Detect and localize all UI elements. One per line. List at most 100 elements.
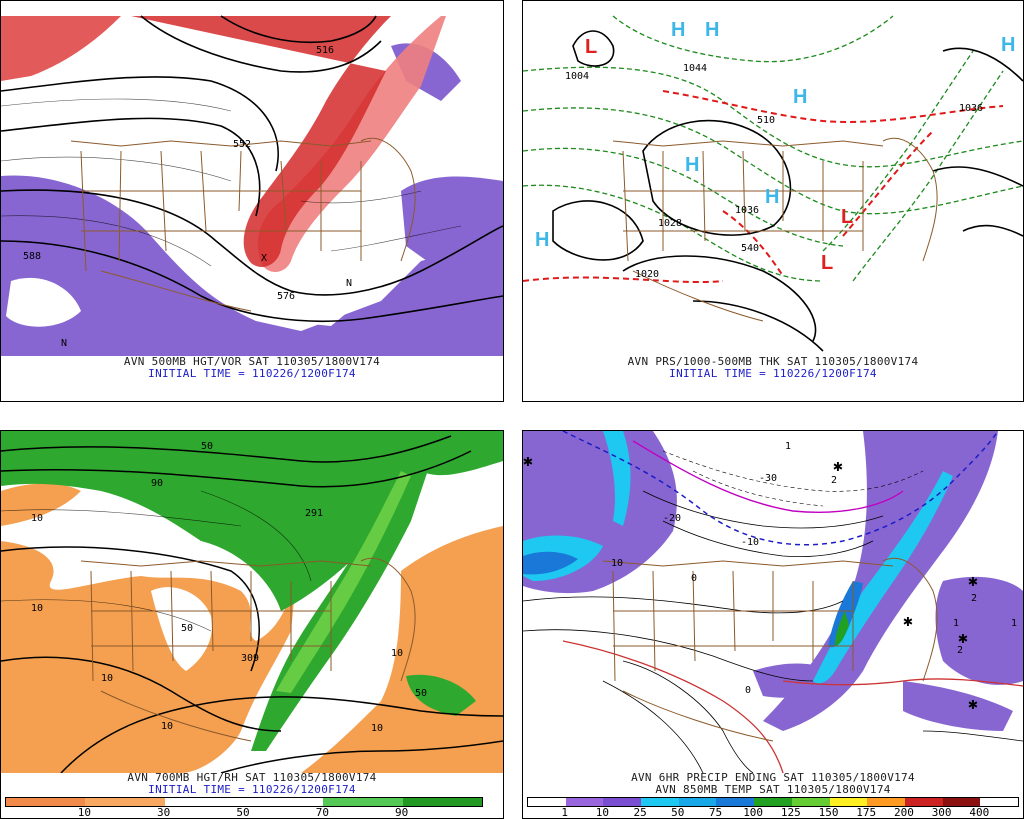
height-contours [1,435,503,773]
colorbar-tick: 50 [671,806,685,819]
thickness-540 [523,90,1004,284]
precip-north-cyan [603,431,631,526]
contour-label: 1 [1011,618,1017,629]
colorbar-swatch [641,798,679,806]
contour-label: 1 [785,441,791,452]
contour-label: 309 [241,653,259,664]
contour-label: 291 [305,508,323,519]
colorbar-swatch [528,798,566,806]
rh-wet-gulf [406,674,476,716]
contour-label: 10 [101,673,113,684]
low-center: L [821,252,833,274]
panel-title: AVN 700MB HGT/RH SAT 110305/1800V174 [127,771,377,784]
colorbar-tick: 300 [931,806,952,819]
panel-700mb-rh: 50 10 90 291 10 50 10 10 309 10 10 50 AV… [0,430,504,819]
colorbar-tick: 1 [561,806,568,819]
colorbar-swatch [6,798,86,806]
vort-white-island [6,277,81,327]
panel-title: AVN 6HR PRECIP ENDING SAT 110305/1800V17… [631,771,915,784]
colorbar-tick: 50 [236,806,250,819]
colorbar-tick: 90 [395,806,409,819]
high-center: H [535,229,549,251]
rh-dry-nw [1,483,81,526]
map-precip-temp: 1 -30 2 -10 0 10 1 2 2 1 -20 0 ✱ ✱ ✱ ✱ ✱… [523,431,1023,773]
colorbar-swatch [603,798,642,806]
temp-cold-line [562,431,999,546]
colorbar-tick: 75 [708,806,723,819]
contour-label: 510 [757,115,775,126]
map-500mb-vorticity: 588 552 516 576 N N X [1,1,503,356]
colorbar-swatch [243,798,324,806]
init-time: INITIAL TIME = 110226/1200F174 [148,783,356,796]
snow-icon: ✱ [833,456,843,475]
contour-label: 588 [23,251,41,262]
snow-icon: ✱ [523,451,533,470]
contour-label: 2 [831,475,837,486]
map-pressure-thickness: H H H H H H H L L L 1004 1044 1036 1028 … [523,1,1023,356]
colorbar-swatch [402,798,482,806]
high-center: H [685,154,699,176]
high-center: H [705,19,719,41]
freezing-contour [562,640,1023,773]
contour-label: 50 [415,688,427,699]
snow-icon: ✱ [903,611,913,630]
contour-label: 552 [233,139,251,150]
precip-colorbar [527,797,1019,807]
colorbar-swatch [904,798,943,806]
precip-band-cyan [813,471,953,684]
state-boundaries [612,137,938,322]
low-center: L [841,206,853,228]
contour-label: 10 [611,558,623,569]
colorbar-tick: 125 [780,806,801,819]
rh-dry-west [1,541,296,773]
state-boundaries [602,557,938,742]
height-contours [1,15,503,323]
contour-label: 0 [745,685,751,696]
colorbar-swatch [980,798,1018,806]
vort-band-core [131,16,391,268]
vort-symbol: N [61,338,67,349]
contour-label: 2 [957,645,963,656]
contour-label: 10 [371,723,383,734]
contour-label: 10 [161,721,173,732]
precip-gulf [753,663,833,698]
colorbar-tick: 200 [893,806,914,819]
contour-label: 90 [151,478,163,489]
colorbar-tick: 150 [818,806,839,819]
panel-title: AVN PRS/1000-500MB THK SAT 110305/1800V1… [627,355,919,368]
colorbar-swatch [85,798,165,806]
snow-icon: ✱ [968,694,978,713]
state-boundaries [80,557,416,742]
contour-label: 10 [391,648,403,659]
vort-nw-red [1,16,121,81]
contour-label: 1 [953,618,959,629]
colorbar-swatch [164,798,244,806]
panel-subtitle: AVN 850MB TEMP SAT 110305/1800V174 [655,783,891,796]
vort-area-sw [1,175,503,356]
vort-area-se [401,176,503,271]
snow-icon: ✱ [958,628,968,647]
high-center: H [671,19,685,41]
temp-zero-line [632,440,904,513]
precip-band-green [835,611,849,646]
colorbar-swatch [942,798,981,806]
colorbar-swatch [716,798,755,806]
high-center: H [793,86,807,108]
state-boundaries [70,137,416,312]
high-center: H [1001,34,1015,56]
rh-wet-band-light [276,471,411,693]
rh-wet-north [1,431,503,611]
contour-label: -30 [759,473,777,484]
colorbar-tick: 70 [315,806,329,819]
temp-contours [523,490,1023,773]
colorbar-tick: 100 [743,806,764,819]
colorbar-swatch [829,798,868,806]
contour-label: 0 [691,573,697,584]
contour-label: 2 [971,593,977,604]
contour-label: 1028 [658,218,682,229]
map-700mb-rh: 50 10 90 291 10 50 10 10 309 10 10 50 [1,431,503,773]
vort-symbol: N [346,278,352,289]
colorbar-swatch [678,798,717,806]
colorbar-swatch [754,798,792,806]
colorbar-tick: 400 [969,806,990,819]
